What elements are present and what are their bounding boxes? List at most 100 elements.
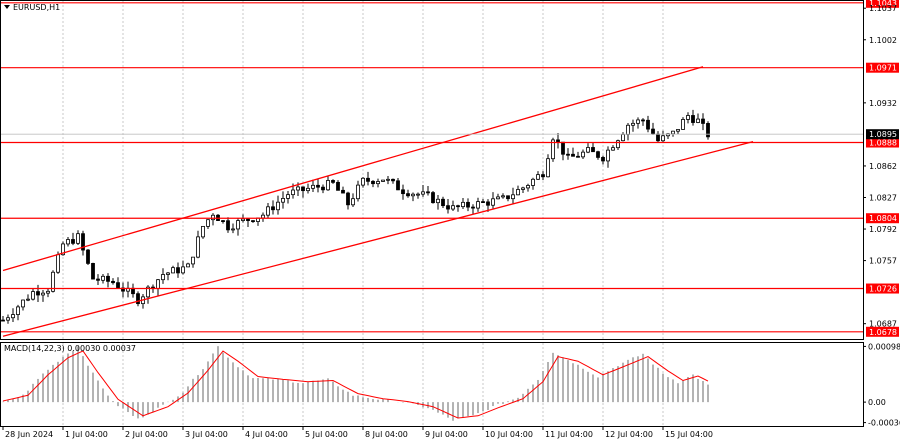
candle bbox=[176, 262, 180, 278]
time-label: 2 Jul 04:00 bbox=[125, 430, 168, 439]
candle bbox=[461, 197, 465, 210]
candle bbox=[371, 180, 375, 188]
candle bbox=[156, 279, 160, 296]
candle bbox=[611, 145, 615, 151]
candle bbox=[561, 141, 565, 161]
candle bbox=[471, 204, 475, 215]
candle bbox=[271, 200, 275, 215]
candle bbox=[646, 115, 650, 133]
candle bbox=[41, 289, 45, 302]
main-panel-frame bbox=[0, 0, 864, 340]
candle bbox=[16, 304, 20, 321]
time-axis: 28 Jun 2024 1 Jul 04:00 2 Jul 04:00 3 Jul 0… bbox=[2, 426, 713, 439]
level-tag bbox=[866, 213, 899, 224]
candle bbox=[591, 142, 595, 153]
candle bbox=[251, 220, 255, 223]
candle bbox=[336, 180, 340, 191]
candle bbox=[501, 193, 505, 199]
candle bbox=[231, 223, 235, 234]
candle bbox=[656, 131, 660, 143]
channel-upper-line[interactable] bbox=[2, 66, 704, 272]
price-tick-label: 1.0862 bbox=[869, 162, 897, 171]
ascending-channel[interactable] bbox=[2, 66, 754, 337]
candle bbox=[586, 143, 590, 154]
candle bbox=[636, 117, 640, 129]
candle bbox=[221, 219, 225, 224]
candle bbox=[531, 177, 535, 190]
candle bbox=[106, 273, 110, 288]
candle bbox=[511, 187, 515, 205]
time-label: 1 Jul 04:00 bbox=[65, 430, 108, 439]
candle bbox=[506, 195, 510, 202]
triangle-down-icon[interactable] bbox=[4, 5, 10, 9]
candle bbox=[171, 265, 175, 274]
candlestick-series bbox=[1, 109, 710, 324]
candle bbox=[361, 177, 365, 188]
candle bbox=[621, 132, 625, 142]
candle bbox=[641, 118, 645, 126]
candle bbox=[516, 185, 520, 196]
candle bbox=[346, 191, 350, 210]
time-label: 15 Jul 04:00 bbox=[665, 430, 713, 439]
candle bbox=[226, 217, 230, 233]
channel-lower-line[interactable] bbox=[2, 140, 754, 337]
candle bbox=[421, 185, 425, 197]
level-tag bbox=[866, 62, 899, 73]
candle bbox=[166, 272, 170, 281]
candle bbox=[341, 186, 345, 194]
candle bbox=[411, 192, 415, 202]
price-tick-label: 1.0827 bbox=[869, 193, 897, 202]
candle bbox=[306, 183, 310, 194]
candle bbox=[66, 236, 70, 247]
time-label: 4 Jul 04:00 bbox=[245, 430, 288, 439]
candle bbox=[161, 268, 165, 284]
candle bbox=[576, 151, 580, 158]
candle bbox=[626, 123, 630, 141]
candle bbox=[596, 150, 600, 160]
candle bbox=[131, 283, 135, 298]
macd-panel-frame bbox=[0, 342, 864, 427]
candle bbox=[71, 232, 75, 246]
candle bbox=[281, 191, 285, 209]
candle bbox=[436, 195, 440, 210]
candle bbox=[601, 155, 605, 165]
candle bbox=[441, 196, 445, 208]
level-tag-label: 1.1043 bbox=[869, 0, 897, 8]
macd-tick-label: 0.00098 bbox=[868, 342, 900, 351]
level-tag bbox=[866, 283, 899, 294]
macd-histogram bbox=[2, 346, 709, 421]
candle bbox=[21, 299, 25, 311]
candle bbox=[431, 191, 435, 204]
candle bbox=[661, 130, 665, 143]
candle bbox=[51, 270, 55, 293]
level-tag-label: 1.0726 bbox=[869, 285, 897, 294]
current-price-tag bbox=[866, 129, 899, 140]
candle bbox=[196, 230, 200, 259]
candle bbox=[681, 117, 685, 130]
candle bbox=[266, 203, 270, 219]
level-tag-label: 1.0678 bbox=[869, 328, 897, 337]
horizontal-levels[interactable] bbox=[1, 2, 863, 333]
candle bbox=[416, 192, 420, 199]
candle bbox=[406, 189, 410, 198]
candle bbox=[36, 284, 40, 302]
candle bbox=[696, 113, 700, 124]
macd-axis: 0.00098 0.00 -0.00036 bbox=[863, 342, 900, 428]
candle bbox=[671, 130, 675, 137]
candle bbox=[616, 139, 620, 151]
candle bbox=[301, 186, 305, 198]
candle bbox=[706, 121, 710, 140]
candle bbox=[356, 180, 360, 202]
candle bbox=[26, 294, 30, 302]
time-label: 9 Jul 04:00 bbox=[425, 430, 468, 439]
candle bbox=[91, 262, 95, 280]
candle bbox=[286, 191, 290, 204]
candle bbox=[426, 186, 430, 196]
candle bbox=[181, 260, 185, 275]
candle bbox=[351, 193, 355, 208]
price-tick-label: 1.0932 bbox=[869, 99, 897, 108]
candle bbox=[31, 288, 35, 301]
price-axis: 1.1043 1.0971 1.0888 1.0804 1.0726 1.0678 1.10… bbox=[1, 0, 899, 337]
candle bbox=[201, 225, 205, 239]
